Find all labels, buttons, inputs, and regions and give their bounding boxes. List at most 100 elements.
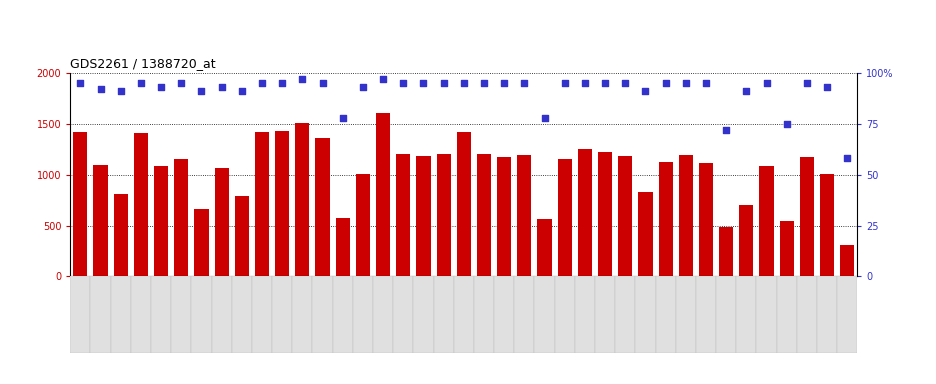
Point <box>234 88 249 94</box>
Bar <box>212 276 231 353</box>
Bar <box>554 276 574 353</box>
Bar <box>413 276 433 353</box>
Point <box>597 80 612 86</box>
Point <box>678 80 693 86</box>
Point <box>73 80 88 86</box>
Bar <box>214 168 228 276</box>
Bar <box>315 138 329 276</box>
Bar <box>373 276 393 353</box>
Point <box>194 88 209 94</box>
Bar <box>312 276 332 353</box>
Bar <box>353 276 373 353</box>
Point <box>557 80 572 86</box>
Bar <box>194 209 209 276</box>
Bar <box>436 154 450 276</box>
Bar <box>154 166 168 276</box>
Point <box>739 88 753 94</box>
Bar <box>94 164 108 276</box>
Bar <box>497 157 511 276</box>
Bar <box>476 154 490 276</box>
Bar <box>718 227 733 276</box>
Bar <box>517 156 531 276</box>
Bar <box>537 220 551 276</box>
Bar <box>292 276 312 353</box>
Bar <box>295 123 309 276</box>
Bar <box>615 276 635 353</box>
Bar <box>779 220 793 276</box>
Bar <box>655 276 675 353</box>
Bar <box>816 276 836 353</box>
Point <box>416 80 431 86</box>
Bar <box>474 276 493 353</box>
Point <box>314 80 329 86</box>
Bar <box>131 276 151 353</box>
Bar <box>574 276 594 353</box>
Bar <box>799 157 813 276</box>
Bar <box>375 113 389 276</box>
Point <box>617 80 632 86</box>
Point <box>697 80 712 86</box>
Bar <box>736 276 755 353</box>
Point <box>798 80 813 86</box>
Text: GDS2261 / 1388720_at: GDS2261 / 1388720_at <box>70 57 215 70</box>
Point <box>214 84 229 90</box>
Bar <box>332 276 353 353</box>
Bar <box>91 276 110 353</box>
Bar <box>393 276 413 353</box>
Point <box>577 80 592 86</box>
Bar <box>70 276 91 353</box>
Bar <box>275 131 289 276</box>
Bar <box>635 276 655 353</box>
Bar <box>637 192 651 276</box>
Point <box>517 80 532 86</box>
Point <box>839 156 854 162</box>
Bar <box>678 155 692 276</box>
Bar <box>110 276 131 353</box>
Bar <box>396 154 410 276</box>
Bar <box>113 194 127 276</box>
Bar <box>174 159 188 276</box>
Point <box>154 84 168 90</box>
Bar <box>171 276 191 353</box>
Bar <box>255 132 269 276</box>
Point <box>173 80 188 86</box>
Point <box>496 80 511 86</box>
Bar <box>514 276 534 353</box>
Bar <box>715 276 736 353</box>
Point <box>375 76 390 82</box>
Bar <box>231 276 252 353</box>
Point <box>819 84 834 90</box>
Point <box>435 80 450 86</box>
Point <box>113 88 128 94</box>
Point <box>536 115 551 121</box>
Point <box>295 76 310 82</box>
Point <box>476 80 491 86</box>
Bar <box>191 276 212 353</box>
Bar <box>776 276 796 353</box>
Bar <box>73 132 87 276</box>
Bar <box>134 133 148 276</box>
Point <box>637 88 652 94</box>
Bar <box>819 174 833 276</box>
Bar <box>335 218 349 276</box>
Point <box>718 127 733 133</box>
Bar <box>618 156 632 276</box>
Bar <box>456 132 471 276</box>
Bar <box>594 276 615 353</box>
Bar <box>796 276 816 353</box>
Point <box>93 86 108 92</box>
Bar <box>557 159 571 276</box>
Bar <box>755 276 776 353</box>
Bar <box>534 276 554 353</box>
Bar <box>739 205 753 276</box>
Bar <box>840 245 854 276</box>
Bar <box>453 276 474 353</box>
Bar <box>151 276 171 353</box>
Point <box>758 80 773 86</box>
Point <box>395 80 410 86</box>
Bar <box>597 152 611 276</box>
Point <box>255 80 270 86</box>
Bar <box>675 276 695 353</box>
Bar <box>759 166 773 276</box>
Bar <box>578 149 592 276</box>
